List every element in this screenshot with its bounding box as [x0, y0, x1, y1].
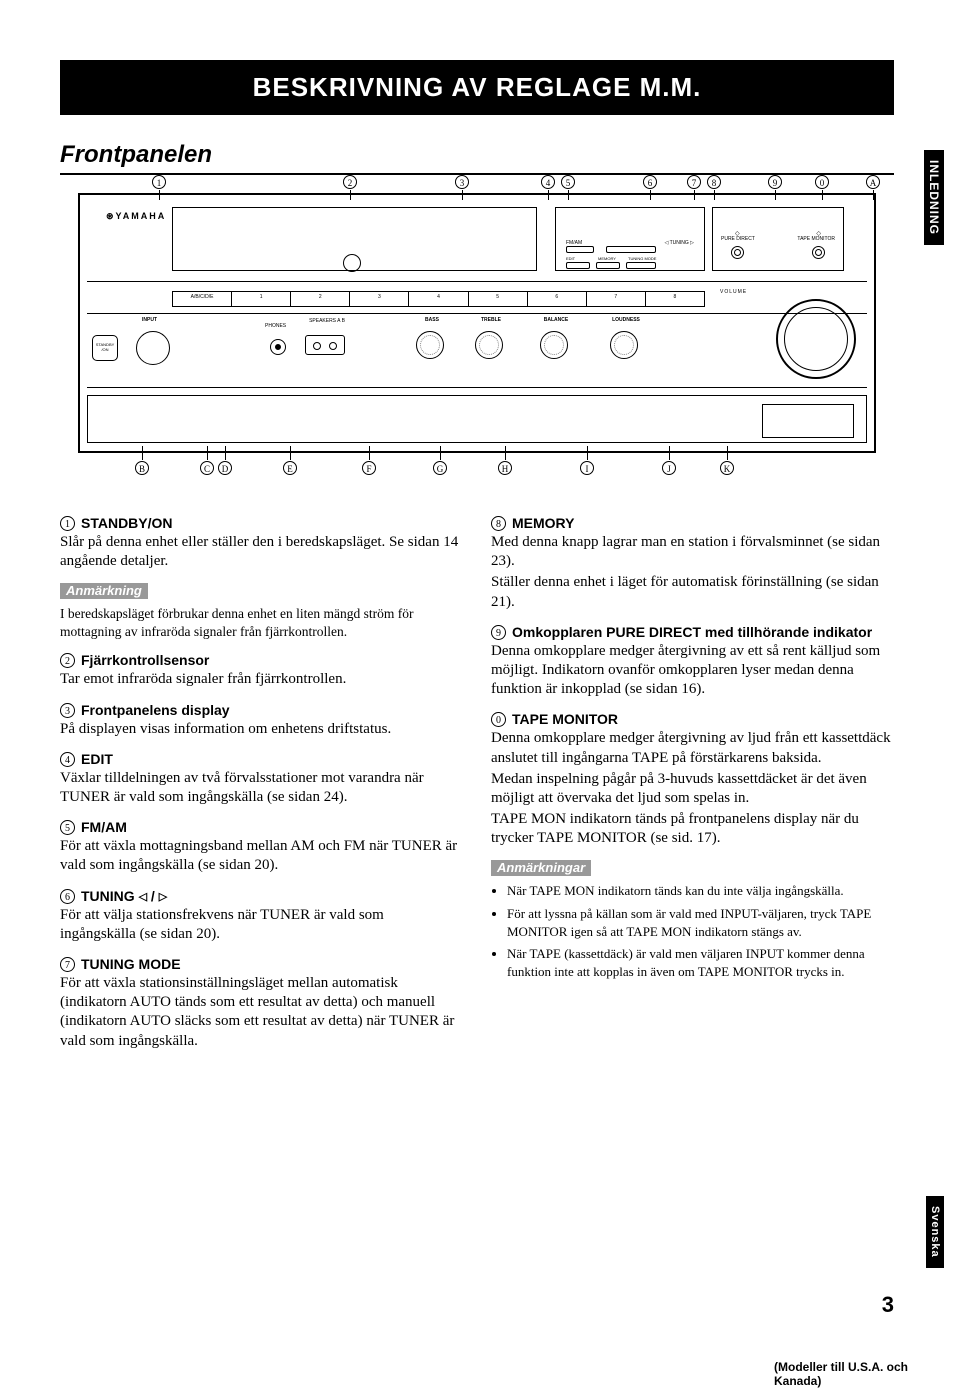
note-body: I beredskapsläget förbrukar denna enhet …	[60, 605, 463, 640]
item-heading: 0TAPE MONITOR	[491, 711, 894, 727]
item-body: Denna omkopplare medger återgivning av l…	[491, 729, 894, 767]
callout-E: E	[283, 461, 297, 475]
tone-knob-bass	[416, 331, 444, 359]
note-heading: Anmärkningar	[491, 860, 591, 876]
preset-cell: 5	[469, 292, 528, 306]
item-heading: 9Omkopplaren PURE DIRECT med tillhörande…	[491, 624, 894, 640]
callout-9: 9	[768, 175, 782, 189]
section-title: Frontpanelen	[60, 141, 894, 175]
callout-F: F	[362, 461, 376, 475]
item-heading: 4EDIT	[60, 751, 463, 767]
item-body: Växlar tilldelningen av två förvalsstati…	[60, 769, 463, 807]
side-tab-language: Svenska	[926, 1196, 944, 1268]
item-heading: 6TUNING ◁ / ▷	[60, 888, 463, 904]
preset-cell: 7	[587, 292, 646, 306]
preset-cell: 4	[409, 292, 468, 306]
tone-knob-loudness	[610, 331, 638, 359]
item-heading: 7TUNING MODE	[60, 956, 463, 972]
page-header: BESKRIVNING AV REGLAGE M.M.	[60, 60, 894, 115]
item-body: För att växla mottagningsband mellan AM …	[60, 837, 463, 875]
callout-8: 8	[707, 175, 721, 189]
tone-label: TREBLE	[469, 317, 513, 323]
item-body: Ställer denna enhet i läget för automati…	[491, 573, 894, 611]
callout-H: H	[498, 461, 512, 475]
side-tab-section: INLEDNING	[924, 150, 944, 245]
preset-row: A/B/C/D/E12345678	[172, 291, 705, 307]
callout-1: 1	[152, 175, 166, 189]
callout-5: 5	[561, 175, 575, 189]
tone-knob-treble	[475, 331, 503, 359]
speakers-box	[305, 335, 345, 355]
callout-6: 6	[643, 175, 657, 189]
item-body: Denna omkopplare medger återgivning av e…	[491, 642, 894, 700]
callout-D: D	[218, 461, 232, 475]
note-list-item: För att lyssna på källan som är vald med…	[507, 905, 894, 940]
pure-direct-block: PURE DIRECT TAPE MONITOR ◇ ◇	[712, 207, 844, 271]
item-heading: 8MEMORY	[491, 515, 894, 531]
item-body: Slår på denna enhet eller ställer den i …	[60, 533, 463, 571]
callout-I: I	[580, 461, 594, 475]
item-body: På displayen visas information om enhete…	[60, 720, 463, 739]
callout-C: C	[200, 461, 214, 475]
preset-cell: 8	[646, 292, 704, 306]
note-list: När TAPE MON indikatorn tänds kan du int…	[491, 882, 894, 980]
callout-A: A	[866, 175, 880, 189]
item-heading: 1STANDBY/ON	[60, 515, 463, 531]
phones-jack	[270, 339, 286, 355]
page-number: 3	[882, 1292, 894, 1318]
description-columns: 1STANDBY/ON Slår på denna enhet eller stä…	[60, 503, 894, 1053]
callout-3: 3	[455, 175, 469, 189]
note-list-item: När TAPE (kassettdäck) är vald men välja…	[507, 945, 894, 980]
volume-label: VOLUME	[720, 289, 747, 295]
item-body: För att välja stationsfrekvens när TUNER…	[60, 906, 463, 944]
volume-knob	[776, 299, 856, 379]
callout-2: 2	[343, 175, 357, 189]
phones-label: PHONES	[265, 323, 286, 329]
item-body: TAPE MON indikatorn tänds på frontpanele…	[491, 810, 894, 848]
right-column: 8MEMORY Med denna knapp lagrar man en sta…	[491, 503, 894, 1053]
speakers-label: SPEAKERS A B	[307, 319, 347, 324]
control-window: FM/AM◁ TUNING ▷ EDIT MEMORY TUNING MODE	[555, 207, 705, 271]
input-label: INPUT	[142, 317, 157, 323]
callout-G: G	[433, 461, 447, 475]
callout-7: 7	[687, 175, 701, 189]
item-heading: 3Frontpanelens display	[60, 702, 463, 718]
tone-knob-balance	[540, 331, 568, 359]
front-panel-diagram: ⊛YAMAHA FM/AM◁ TUNING ▷ EDIT MEMORY TUNI…	[78, 193, 876, 453]
brand-logo: ⊛YAMAHA	[106, 211, 166, 222]
standby-button: STANDBY /ON	[92, 335, 118, 361]
callout-4: 4	[541, 175, 555, 189]
callout-B: B	[135, 461, 149, 475]
item-heading: 5FM/AM	[60, 819, 463, 835]
item-body: Med denna knapp lagrar man en station i …	[491, 533, 894, 571]
preset-cell: 2	[291, 292, 350, 306]
item-body: Medan inspelning pågår på 3-huvuds kasse…	[491, 770, 894, 808]
callout-0: 0	[815, 175, 829, 189]
bottom-panel	[87, 395, 867, 443]
preset-cell: 1	[232, 292, 291, 306]
preset-cell: 3	[350, 292, 409, 306]
tone-label: BALANCE	[534, 317, 578, 323]
item-heading: 2Fjärrkontrollsensor	[60, 652, 463, 668]
preset-cell: 6	[528, 292, 587, 306]
tone-label: BASS	[410, 317, 454, 323]
tone-label: LOUDNESS	[604, 317, 648, 323]
item-body: För att växla stationsinställningsläget …	[60, 974, 463, 1051]
note-heading: Anmärkning	[60, 583, 148, 599]
item-body: Tar emot infraröda signaler från fjärrko…	[60, 670, 463, 689]
display-window	[172, 207, 537, 271]
preset-cell: A/B/C/D/E	[173, 292, 232, 306]
callout-J: J	[662, 461, 676, 475]
model-note: (Modeller till U.S.A. och Kanada)	[774, 1360, 954, 1388]
left-column: 1STANDBY/ON Slår på denna enhet eller stä…	[60, 503, 463, 1053]
callout-K: K	[720, 461, 734, 475]
input-knob	[136, 331, 170, 365]
note-list-item: När TAPE MON indikatorn tänds kan du int…	[507, 882, 894, 900]
